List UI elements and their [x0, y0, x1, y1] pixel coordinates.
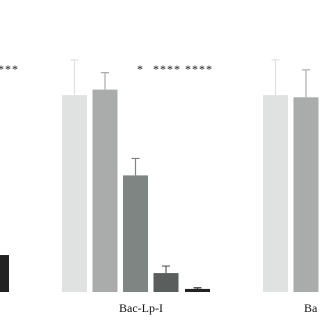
significance: **** — [185, 62, 213, 76]
bar — [92, 89, 118, 292]
significance: **** — [153, 62, 181, 76]
error-bar — [101, 72, 109, 90]
significance: * — [137, 62, 144, 76]
error-bar — [162, 265, 170, 274]
bar — [263, 95, 288, 292]
x-tick-label: Ba — [304, 301, 318, 315]
significance: *** — [0, 62, 19, 76]
error-bar — [302, 69, 310, 98]
x-tick-label: Bac-Lp-I — [119, 301, 163, 315]
bar — [62, 95, 87, 292]
error-bar — [193, 287, 202, 289]
error-bar — [271, 59, 280, 96]
error-bar — [70, 59, 79, 96]
bar — [185, 288, 210, 292]
bar — [0, 255, 9, 292]
bar — [123, 175, 148, 292]
bar — [153, 273, 179, 292]
bar — [293, 97, 319, 292]
error-bar — [131, 157, 140, 176]
